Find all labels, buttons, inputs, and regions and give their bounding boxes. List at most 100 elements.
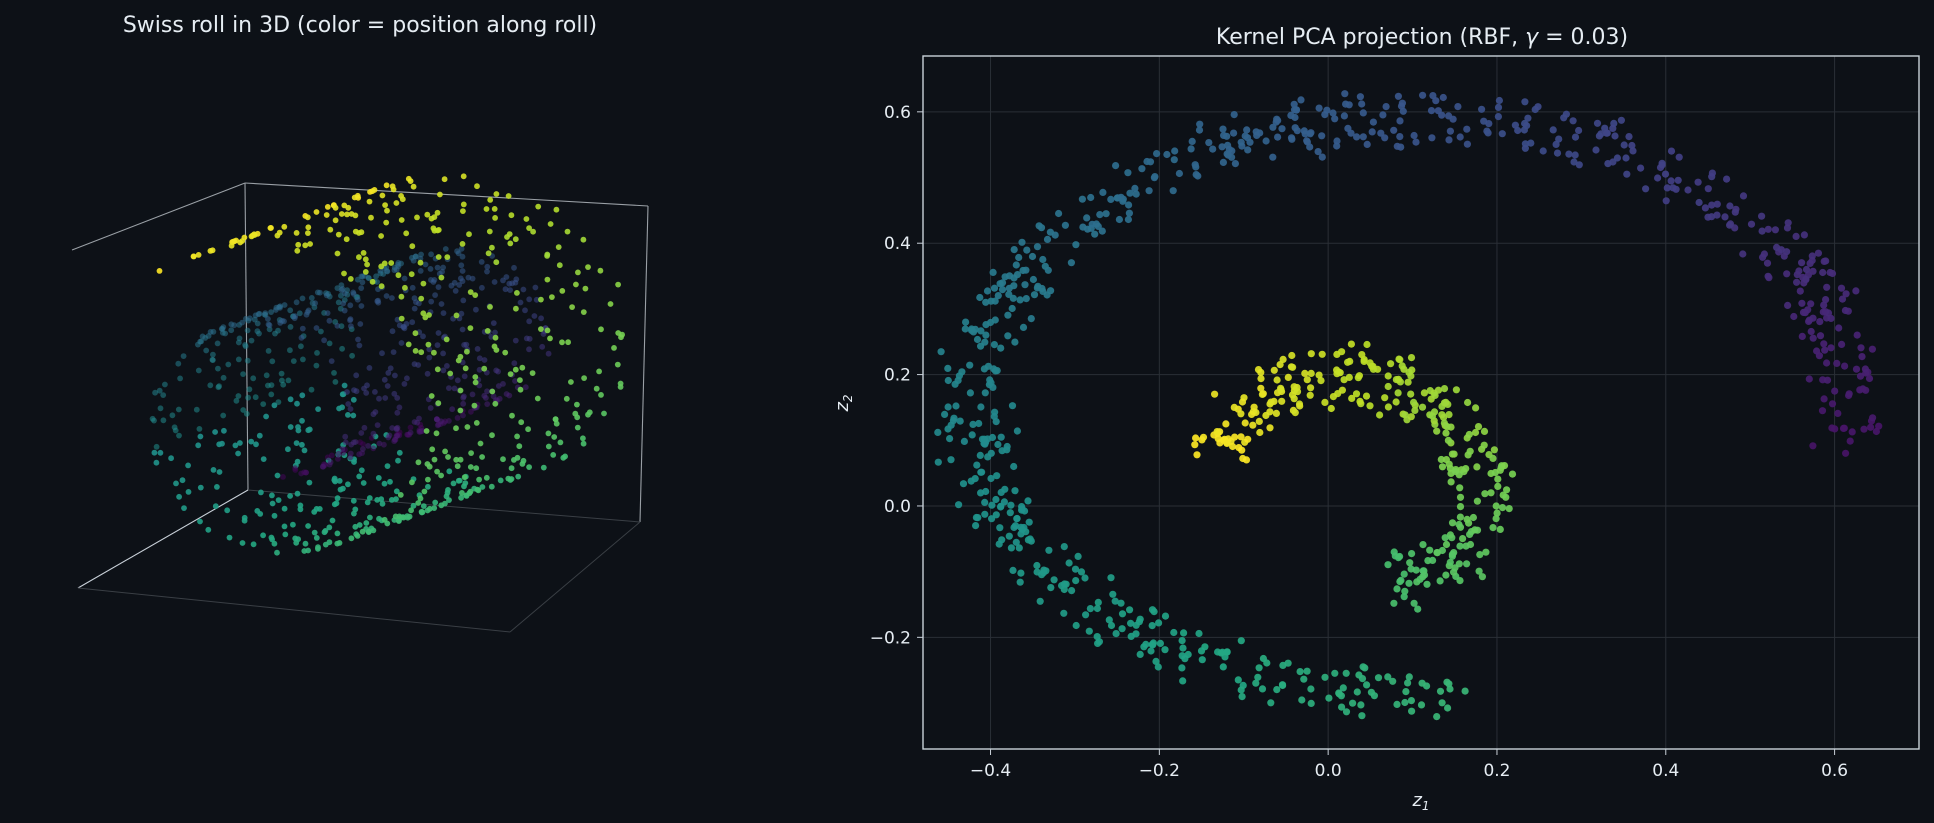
kpca-point	[986, 318, 995, 327]
swiss-roll-point	[424, 461, 431, 467]
swiss-roll-point	[557, 439, 564, 446]
swiss-roll-point	[281, 505, 288, 512]
swiss-roll-point	[175, 406, 182, 413]
kpca-point	[1798, 299, 1806, 307]
kpca-point	[1521, 144, 1529, 152]
swiss-roll-point	[502, 286, 509, 293]
kpca-point	[1620, 141, 1628, 149]
kpca-grid	[923, 56, 1919, 749]
kpca-point	[967, 477, 975, 485]
kpca-point	[1875, 422, 1883, 430]
swiss-roll-point	[326, 317, 333, 324]
kpca-point	[1005, 284, 1013, 292]
swiss-roll-point	[473, 465, 480, 472]
swiss-roll-point	[287, 324, 294, 330]
kpca-point	[1001, 273, 1009, 281]
kpca-point	[1521, 98, 1529, 106]
kpca-point	[1289, 363, 1297, 371]
kpca-point	[1852, 365, 1861, 373]
kpca-point	[1028, 252, 1037, 261]
swiss-roll-point	[460, 173, 467, 180]
kpca-point	[989, 268, 997, 276]
kpca-point	[1485, 120, 1493, 128]
swiss-roll-point	[582, 285, 589, 292]
x-tick-label: −0.2	[1139, 761, 1180, 781]
kpca-point	[1839, 424, 1848, 432]
swiss-roll-point	[327, 226, 334, 233]
kpca-point	[1465, 430, 1473, 439]
kpca-point	[1454, 103, 1462, 111]
swiss-roll-point	[221, 427, 227, 434]
swiss-roll-point	[290, 358, 297, 364]
kpca-point	[1816, 332, 1825, 340]
swiss-roll-point	[493, 259, 500, 266]
kpca-point	[1783, 270, 1791, 278]
swiss-roll-point	[545, 430, 552, 437]
kpca-point	[1456, 503, 1465, 511]
swiss-roll-point	[491, 343, 498, 350]
swiss-roll-point	[459, 241, 466, 247]
kpca-point	[1342, 708, 1351, 716]
kpca-point	[1684, 186, 1692, 194]
kpca-point	[1317, 377, 1325, 385]
kpca-point	[1492, 515, 1500, 523]
swiss-roll-point	[564, 228, 571, 235]
swiss-roll-point	[440, 367, 447, 374]
kpca-point	[1314, 148, 1322, 156]
swiss-roll-point	[378, 283, 385, 290]
kpca-point	[1480, 441, 1488, 449]
kpca-point	[1118, 625, 1126, 633]
swiss-roll-point	[538, 296, 544, 303]
kpca-point	[1050, 576, 1058, 584]
swiss-roll-point	[376, 440, 383, 447]
swiss-roll-point	[489, 244, 495, 251]
kpca-point	[1726, 202, 1734, 210]
swiss-roll-point	[512, 366, 519, 373]
swiss-roll-point	[575, 269, 581, 276]
kpca-point	[1434, 107, 1442, 115]
kpca-point	[1427, 107, 1436, 115]
kpca-point	[1463, 125, 1471, 133]
swiss-roll-point	[329, 517, 336, 524]
kpca-point	[944, 376, 952, 385]
kpca-point	[1821, 346, 1829, 354]
swiss-roll-point	[467, 488, 474, 495]
kpca-point	[1853, 331, 1861, 339]
kpca-point	[1856, 386, 1864, 394]
swiss-roll-point	[484, 268, 490, 275]
kpca-point	[1088, 220, 1096, 228]
swiss-roll-point	[505, 475, 512, 482]
kpca-point	[1826, 268, 1834, 277]
kpca-point	[1237, 686, 1245, 694]
swiss-roll-point	[339, 446, 346, 452]
kpca-point	[981, 510, 989, 518]
swiss-roll-point	[398, 293, 405, 300]
kpca-point	[1254, 673, 1262, 681]
kpca-point	[1841, 362, 1849, 370]
swiss-roll-point	[519, 364, 526, 371]
kpca-point	[1258, 685, 1267, 693]
swiss-roll-point	[216, 441, 223, 448]
swiss-roll-point	[526, 464, 532, 470]
kpca-point	[968, 431, 976, 439]
kpca-point	[1256, 129, 1264, 137]
swiss-roll-point	[214, 340, 221, 347]
kpca-point	[1828, 400, 1837, 408]
swiss-roll-point	[505, 193, 512, 199]
swiss-roll-point	[197, 338, 204, 345]
swiss-roll-point	[212, 503, 219, 510]
swiss-roll-point	[370, 411, 377, 418]
kpca-point	[1242, 456, 1251, 464]
kpca-point	[1466, 447, 1474, 455]
kpca-point	[1500, 462, 1509, 470]
3d-box-front-edges	[77, 521, 641, 633]
swiss-roll-point	[395, 457, 401, 464]
kpca-point	[1338, 703, 1346, 711]
kpca-point	[1410, 131, 1418, 140]
swiss-roll-point	[383, 219, 390, 226]
swiss-roll-point	[453, 425, 459, 432]
swiss-roll-point	[305, 523, 311, 529]
kpca-point	[1004, 332, 1012, 340]
swiss-roll-point	[361, 424, 368, 431]
swiss-roll-point	[396, 404, 403, 411]
